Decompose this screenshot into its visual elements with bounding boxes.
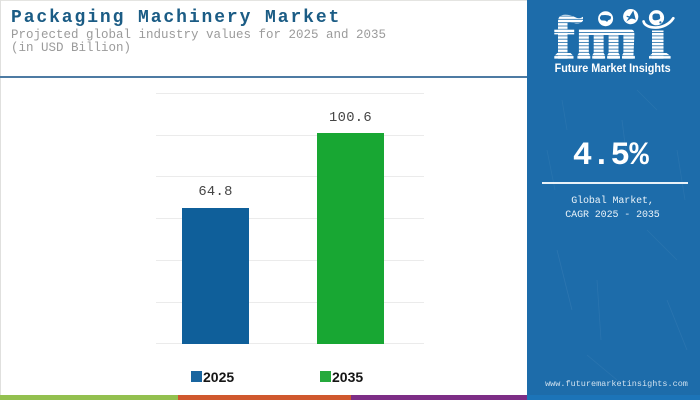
svg-text:Future Market Insights: Future Market Insights [555, 63, 671, 75]
